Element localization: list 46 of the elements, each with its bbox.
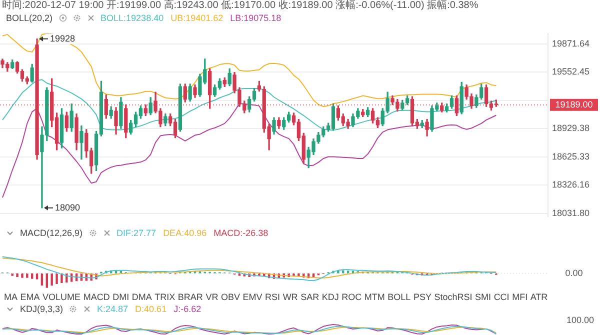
text: DEA:40.96	[163, 228, 207, 238]
text: MACD:-26.38	[214, 228, 268, 238]
text: RSI	[265, 292, 280, 302]
text: MACD	[83, 292, 110, 302]
series-label: D:40.61	[135, 304, 167, 314]
text: UB:19401.62	[170, 13, 224, 23]
text: 100.00	[566, 315, 594, 325]
text: DMI	[112, 292, 130, 302]
text: SAR	[300, 292, 320, 302]
text: ROC	[342, 292, 362, 302]
y-tick-label: 19552.45	[552, 66, 590, 77]
annotation: 18090	[54, 202, 80, 212]
text: PSY	[413, 292, 432, 302]
text: StochRSI	[434, 292, 472, 302]
text: EMA	[20, 292, 40, 302]
chart-title: KDJ(9,3,3)	[20, 304, 64, 314]
text: TRIX	[154, 292, 176, 302]
ref-line-label: 0.00	[565, 268, 583, 278]
text: VR	[206, 292, 218, 302]
y-tick-label: 18625.33	[552, 151, 590, 162]
y-tick-label: 18326.16	[552, 180, 590, 190]
text: BOLL:19238.40	[100, 13, 164, 23]
text: BOLL	[388, 292, 411, 302]
text: DIF:27.77	[116, 228, 156, 238]
y-tick-label: 18929.38	[552, 123, 590, 134]
text: KDJ	[322, 292, 339, 302]
text: MTM	[364, 292, 385, 302]
text: DMA	[132, 292, 152, 302]
text: CCI	[494, 292, 510, 302]
y-tick-label: 19871.64	[552, 38, 590, 48]
text: MFI	[512, 292, 528, 302]
text: BRAR	[178, 292, 203, 302]
ref-line-label: 19189.00	[555, 99, 593, 110]
series-label: K:24.87	[97, 304, 128, 314]
text: WR	[282, 292, 298, 302]
text: EMV	[242, 292, 262, 302]
chart-title: MACD(12,26,9)	[20, 228, 83, 238]
legend-title: BOLL(20,2)	[6, 13, 53, 23]
text: ATR	[530, 292, 548, 302]
text: SMI	[475, 292, 492, 302]
text: MA	[4, 292, 18, 302]
text: OBV	[220, 292, 240, 302]
text: VOLUME	[42, 292, 81, 302]
series-label: J:-6.62	[174, 304, 202, 314]
y-tick-label: 18031.80	[552, 208, 590, 218]
text: LB:19075.18	[230, 13, 282, 23]
